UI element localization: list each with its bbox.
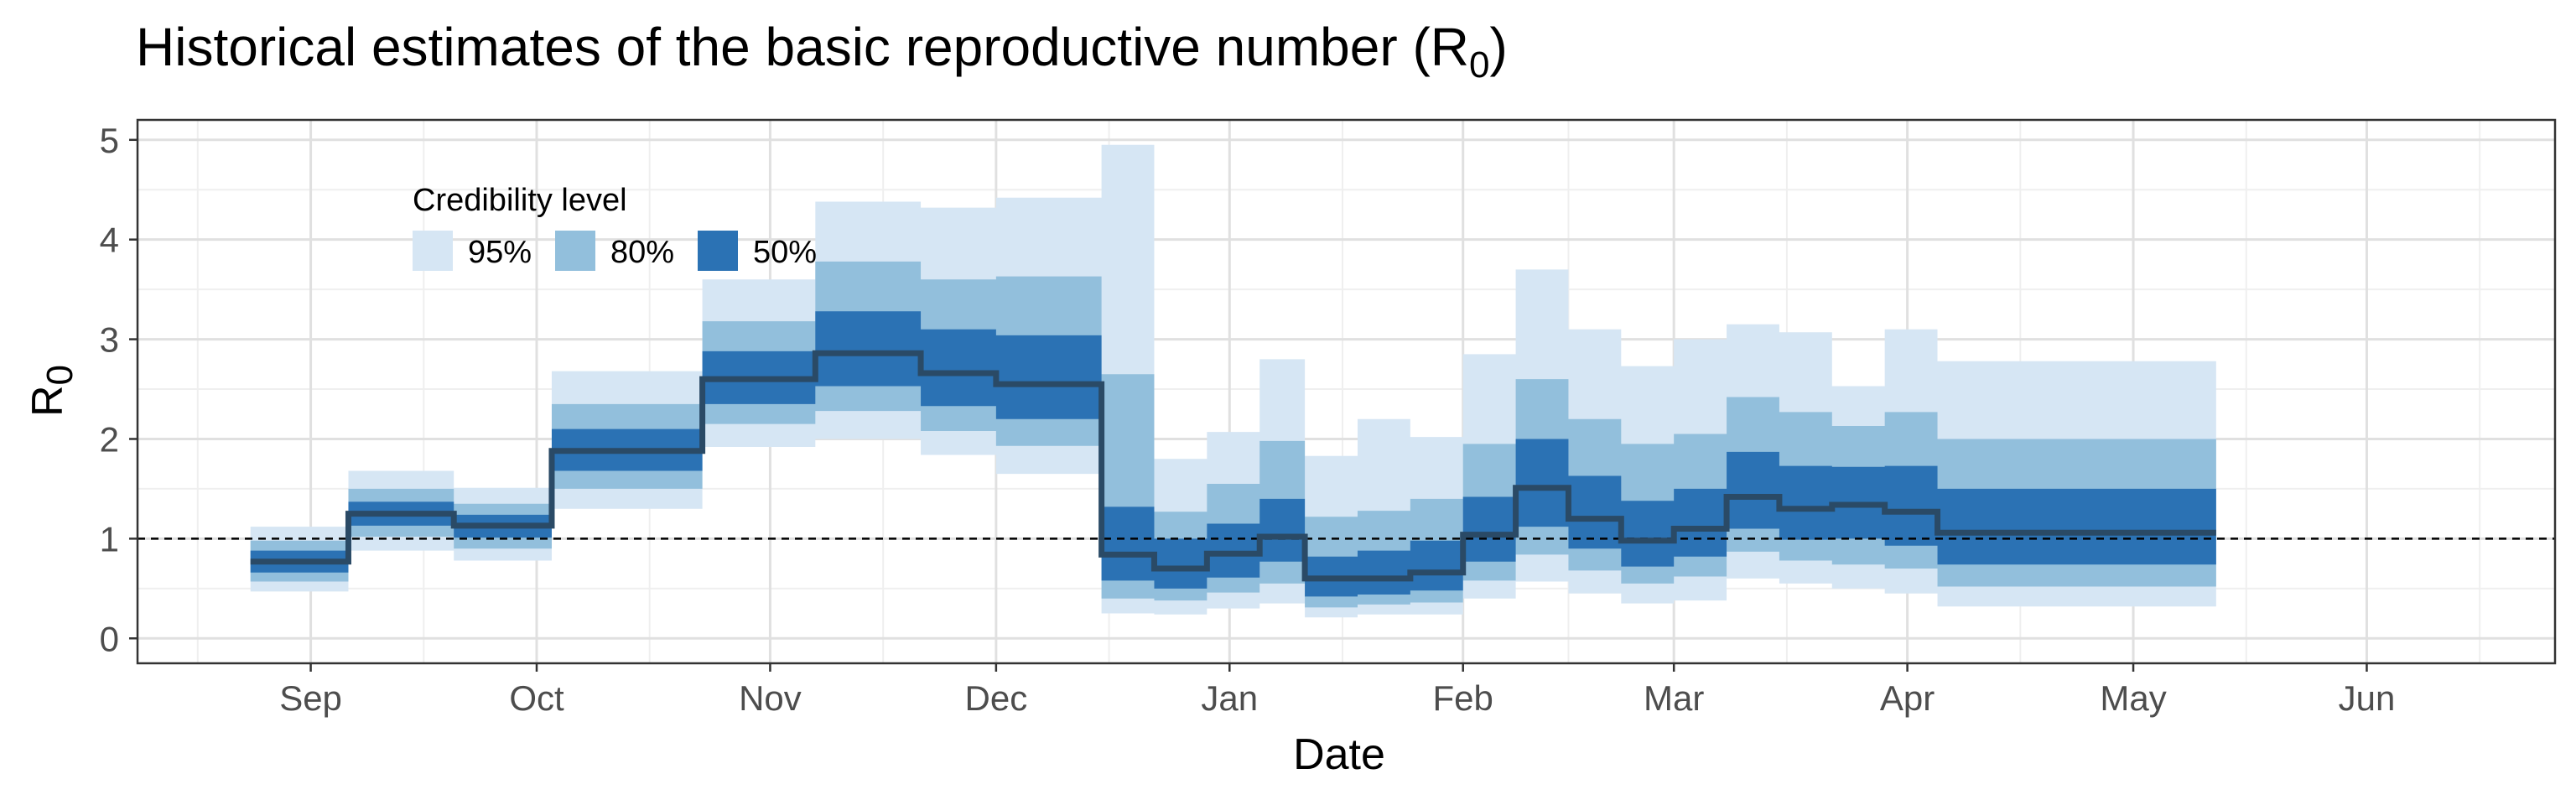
legend-label: 95% bbox=[468, 235, 532, 270]
x-tick-label: Apr bbox=[1880, 678, 1935, 718]
y-tick-label: 3 bbox=[100, 320, 119, 360]
y-tick-label: 4 bbox=[100, 221, 119, 260]
chart-title-close: ) bbox=[1489, 17, 1507, 77]
legend-key bbox=[555, 231, 595, 271]
y-axis-title-subscript: 0 bbox=[39, 365, 80, 385]
y-axis: 0 1 2 3 4 5 bbox=[100, 121, 138, 658]
panel-border bbox=[136, 118, 2557, 665]
legend-label: 80% bbox=[610, 235, 674, 270]
x-axis-title: Date bbox=[1293, 730, 1385, 779]
y-tick-label: 2 bbox=[100, 419, 119, 459]
x-axis: Sep Oct Nov Dec Jan Feb Mar Apr May Jun bbox=[279, 663, 2395, 718]
y-tick-label: 5 bbox=[100, 121, 119, 160]
y-tick-label: 0 bbox=[100, 619, 119, 658]
x-tick-label: Feb bbox=[1433, 678, 1493, 718]
legend-title: Credibility level bbox=[413, 183, 627, 218]
x-tick-label: Jan bbox=[1201, 678, 1258, 718]
median-line-group bbox=[250, 350, 2216, 582]
y-axis-title: R0 bbox=[23, 365, 80, 417]
legend-key bbox=[413, 231, 453, 271]
legend-key bbox=[698, 231, 738, 271]
y-tick-label: 1 bbox=[100, 519, 119, 558]
x-tick-label: Sep bbox=[279, 678, 342, 718]
legend: Credibility level 95% 80% 50% bbox=[413, 183, 817, 271]
x-tick-label: May bbox=[2100, 678, 2166, 718]
chart-title: Historical estimates of the basic reprod… bbox=[136, 17, 1508, 86]
x-tick-label: Jun bbox=[2339, 678, 2396, 718]
median-line bbox=[250, 350, 2216, 582]
x-tick-label: Dec bbox=[965, 678, 1028, 718]
legend-label: 50% bbox=[753, 235, 817, 270]
x-tick-label: Mar bbox=[1644, 678, 1704, 718]
x-tick-label: Nov bbox=[739, 678, 802, 718]
x-tick-label: Oct bbox=[509, 678, 564, 718]
chart-title-subscript: 0 bbox=[1469, 44, 1489, 86]
